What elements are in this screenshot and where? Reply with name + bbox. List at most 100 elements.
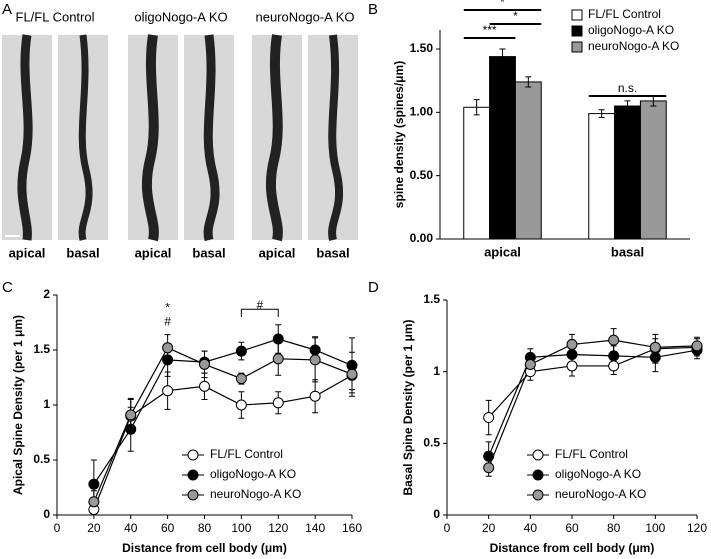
marker [162, 385, 174, 397]
bar [614, 105, 641, 240]
legend-marker [532, 469, 544, 481]
marker [608, 334, 620, 346]
marker [649, 341, 661, 353]
panel-label: B [368, 1, 378, 18]
y-axis-title: Basal Spine Density (per 1 μm) [401, 319, 415, 495]
marker [162, 342, 174, 354]
error-bar [598, 109, 605, 118]
significance-label: * [513, 9, 518, 23]
x-axis-title: Distance from cell body (μm) [490, 541, 655, 555]
cell-label: apical [259, 245, 296, 260]
legend-label: FL/FL Control [588, 7, 661, 21]
x-tick-label: 20 [87, 521, 101, 535]
x-tick-label: 40 [524, 521, 538, 535]
legend-label: oligoNogo-A KO [210, 467, 296, 481]
significance-label: # [256, 298, 263, 312]
legend-label: oligoNogo-A KO [588, 23, 674, 37]
dendrite [17, 34, 33, 241]
marker [346, 368, 358, 380]
x-tick-label: 100 [231, 521, 251, 535]
marker [235, 399, 247, 411]
marker [524, 359, 536, 370]
x-tick-label: 100 [645, 521, 665, 535]
marker [235, 345, 247, 357]
legend-marker [187, 469, 199, 481]
bar [588, 113, 616, 240]
marker [162, 354, 174, 366]
x-tick-label: 80 [198, 521, 212, 535]
panel-label: A [2, 1, 12, 18]
significance-label: * [165, 300, 170, 314]
x-tick-label: 60 [161, 521, 175, 535]
x-tick-label: 0 [444, 521, 451, 535]
legend-swatch [571, 9, 583, 21]
marker [88, 478, 100, 490]
series-line [93, 374, 353, 510]
legend-marker [532, 489, 544, 501]
legend-label: neuroNogo-A KO [210, 487, 301, 501]
y-tick-label: 1.00 [410, 105, 434, 119]
cell-label: basal [316, 245, 349, 260]
marker [483, 450, 495, 462]
panel-label: D [368, 279, 379, 296]
image-panel [2, 34, 358, 242]
x-tick-label: apical [484, 244, 521, 259]
y-tick-label: 1.5 [423, 292, 440, 306]
y-tick-label: 0 [433, 507, 440, 521]
marker [88, 496, 100, 508]
marker [309, 390, 321, 402]
x-axis-title: Distance from cell body (μm) [122, 541, 287, 555]
y-tick-label: 1 [433, 364, 440, 378]
y-tick-label: 2 [43, 287, 50, 301]
y-tick-label: 0.5 [33, 452, 50, 466]
legend-swatch [571, 25, 583, 37]
cell-label: basal [66, 245, 99, 260]
cell-label: basal [192, 245, 225, 260]
dendrite [78, 34, 93, 241]
error-bar [624, 100, 631, 112]
x-tick-label: 20 [482, 521, 496, 535]
y-tick-label: 1 [43, 397, 50, 411]
marker [125, 409, 137, 421]
error-bar [473, 99, 480, 116]
significance-label: *** [483, 23, 497, 37]
x-tick-label: 120 [268, 521, 288, 535]
group-label: neuroNogo-A KO [255, 9, 354, 24]
marker [566, 348, 578, 360]
marker [272, 353, 284, 365]
marker [691, 340, 703, 352]
error-bar [525, 76, 532, 88]
marker [199, 380, 210, 392]
marker [566, 360, 578, 372]
marker [608, 360, 620, 372]
x-tick-label: 80 [607, 521, 621, 535]
marker [483, 412, 495, 424]
legend-marker [187, 449, 199, 461]
x-tick-label: 60 [565, 521, 579, 535]
bar [489, 56, 516, 240]
x-tick-label: basal [611, 244, 644, 259]
dendrite [203, 34, 220, 242]
x-tick-label: 0 [54, 521, 61, 535]
y-tick-label: 0 [43, 507, 50, 521]
cell-label: apical [135, 245, 172, 260]
legend-label: FL/FL Control [555, 447, 628, 461]
marker [566, 338, 578, 350]
marker [272, 333, 284, 345]
marker [649, 351, 661, 363]
dendrite [328, 34, 344, 241]
dendrite [141, 34, 159, 242]
marker [309, 344, 321, 356]
legend-swatch [571, 41, 583, 53]
marker [483, 462, 495, 474]
y-tick-label: 0.00 [410, 231, 434, 245]
x-tick-label: 140 [305, 521, 325, 535]
legend-label: oligoNogo-A KO [555, 467, 641, 481]
marker [199, 358, 210, 370]
dendrite [265, 34, 283, 242]
group-label: FL/FL Control [16, 9, 95, 24]
marker [309, 354, 321, 366]
legend-label: neuroNogo-A KO [555, 487, 646, 501]
significance-label: * [500, 0, 505, 9]
y-tick-label: 0.5 [423, 436, 440, 450]
